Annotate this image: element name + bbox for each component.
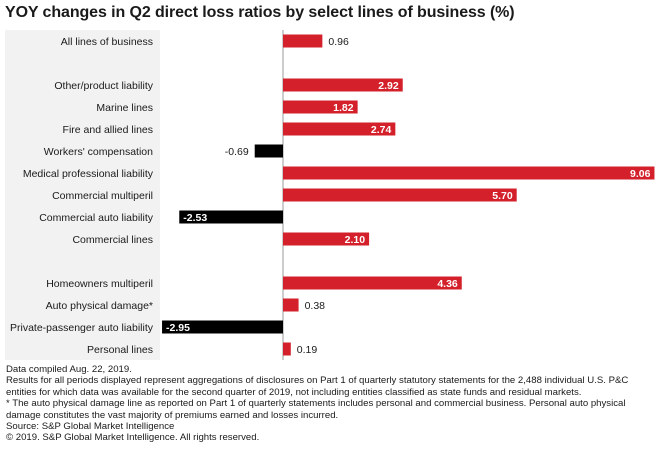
bar-fire-and-allied-lines — [283, 122, 396, 136]
category-label-marine-lines: Marine lines — [96, 102, 153, 114]
footnotes: Data compiled Aug. 22, 2019. Results for… — [6, 364, 654, 444]
bar-commercial-auto-liability — [179, 210, 283, 224]
category-label-medical-professional-liability: Medical professional liability — [23, 168, 154, 180]
bar-medical-professional-liability — [283, 166, 655, 180]
bar-all-lines-of-business — [283, 34, 323, 48]
category-label-workers-compensation: Workers' compensation — [44, 146, 153, 158]
category-label-fire-and-allied-lines: Fire and allied lines — [63, 124, 153, 136]
note-auto-physical-damage: * The auto physical damage line as repor… — [6, 398, 626, 421]
value-label-commercial-lines: 2.10 — [345, 234, 366, 246]
value-label-homeowners-multiperil: 4.36 — [437, 278, 458, 290]
value-label-commercial-multiperil: 5.70 — [492, 190, 513, 202]
note-source: Source: S&P Global Market Intelligence — [6, 421, 175, 433]
bar-auto-physical-damage — [283, 298, 299, 312]
bar-other-product-liability — [283, 78, 403, 92]
note-copyright: © 2019. S&P Global Market Intelligence. … — [6, 432, 260, 444]
category-label-private-passenger-auto-liability: Private-passenger auto liability — [10, 322, 154, 334]
value-label-auto-physical-damage: 0.38 — [305, 300, 326, 312]
bar-private-passenger-auto-liability — [162, 320, 283, 334]
note-data-compiled: Data compiled Aug. 22, 2019. — [6, 364, 132, 375]
category-label-commercial-multiperil: Commercial multiperil — [52, 190, 153, 202]
bar-commercial-multiperil — [283, 188, 517, 202]
bar-commercial-lines — [283, 232, 370, 246]
value-label-marine-lines: 1.82 — [333, 102, 354, 114]
value-label-other-product-liability: 2.92 — [378, 80, 399, 92]
value-label-private-passenger-auto-liability: -2.95 — [166, 322, 190, 334]
bar-marine-lines — [283, 100, 358, 114]
bar-homeowners-multiperil — [283, 276, 462, 290]
value-label-all-lines-of-business: 0.96 — [328, 36, 349, 48]
category-label-other-product-liability: Other/product liability — [54, 80, 153, 92]
bar-personal-lines — [283, 342, 291, 356]
category-label-homeowners-multiperil: Homeowners multiperil — [46, 278, 153, 290]
category-label-auto-physical-damage: Auto physical damage* — [46, 300, 153, 312]
value-label-workers-compensation: -0.69 — [225, 146, 249, 158]
note-results: Results for all periods displayed repres… — [6, 375, 629, 398]
category-label-all-lines-of-business: All lines of business — [61, 36, 153, 48]
bar-workers-compensation — [254, 144, 283, 158]
value-label-personal-lines: 0.19 — [297, 344, 318, 356]
value-label-fire-and-allied-lines: 2.74 — [371, 124, 392, 136]
value-label-medical-professional-liability: 9.06 — [630, 168, 651, 180]
category-label-commercial-auto-liability: Commercial auto liability — [39, 212, 154, 224]
category-label-personal-lines: Personal lines — [87, 344, 153, 356]
category-label-commercial-lines: Commercial lines — [72, 234, 153, 246]
chart-title: YOY changes in Q2 direct loss ratios by … — [5, 4, 515, 21]
value-label-commercial-auto-liability: -2.53 — [183, 212, 207, 224]
